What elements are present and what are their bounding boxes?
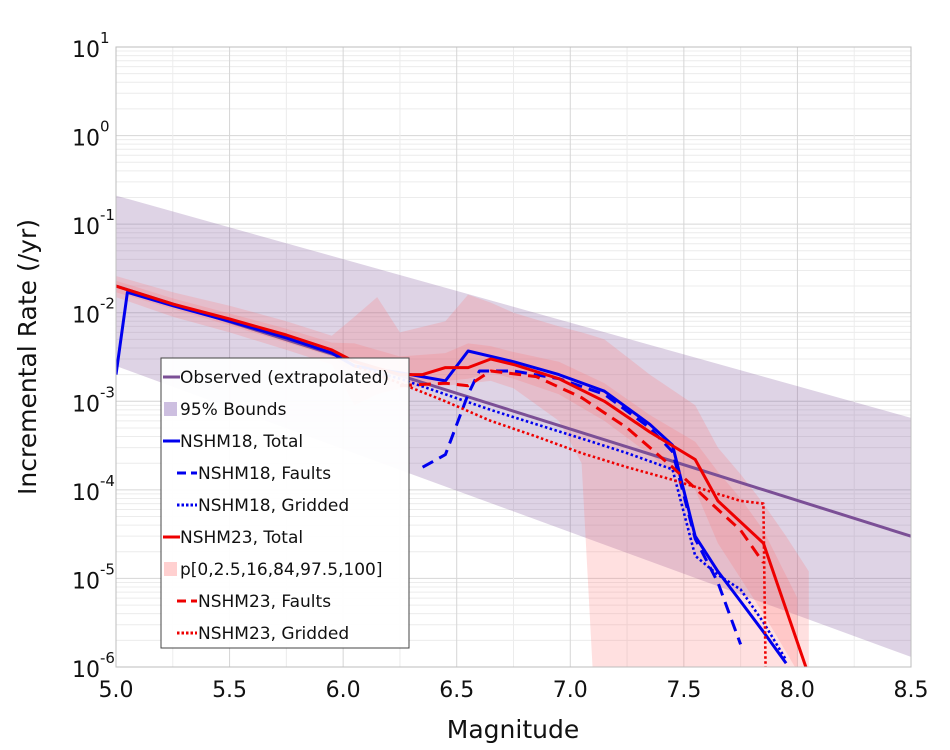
y-tick-label: 10-5	[72, 560, 115, 594]
legend-label: NSHM18, Faults	[198, 464, 331, 484]
series-nshm23-gridded	[354, 364, 767, 667]
series-nshm23-total	[116, 284, 808, 667]
y-tick-label: 10-4	[72, 472, 115, 506]
legend-swatch	[164, 562, 177, 576]
band-p-0-2-5-16-84-97-5-100-	[116, 276, 809, 667]
x-tick-labels: 5.0 5.5 6.0 6.5 7.0 7.5 8.0 8.5	[99, 678, 929, 703]
legend-box	[160, 357, 410, 649]
x-tick-label: 5.5	[212, 678, 247, 703]
legend-label: p[0,2.5,16,84,97.5,100]	[180, 560, 383, 580]
x-tick-label: 6.0	[326, 678, 361, 703]
series-nshm18-total	[116, 290, 788, 665]
x-tick-label: 6.5	[439, 678, 474, 703]
legend-label: 95% Bounds	[180, 400, 287, 420]
y-tick-label: 101	[72, 29, 110, 63]
legend-label: NSHM23, Total	[180, 528, 303, 548]
series-lines	[116, 284, 911, 667]
y-tick-label: 10-6	[72, 649, 115, 683]
band-p-inner	[116, 280, 798, 667]
band-95-bounds	[116, 195, 911, 657]
x-tick-label: 7.5	[666, 678, 701, 703]
legend-label: NSHM18, Total	[180, 432, 303, 452]
x-tick-label: 5.0	[99, 678, 134, 703]
y-tick-label: 10-2	[72, 295, 115, 329]
legend-label: NSHM23, Faults	[198, 592, 331, 612]
y-tick-label: 100	[72, 118, 110, 152]
x-tick-label: 7.0	[553, 678, 588, 703]
bands	[116, 195, 911, 667]
legend-swatch	[164, 402, 177, 416]
legend-label: NSHM23, Gridded	[198, 624, 349, 644]
series-nshm23-faults	[399, 369, 765, 564]
legend: Observed (extrapolated) 95% Bounds NSHM18,…	[160, 357, 410, 649]
x-tick-label: 8.0	[780, 678, 815, 703]
y-tick-labels: 10-6 10-5 10-4 10-3 10-2 10-1 100 101	[72, 29, 115, 683]
legend-label: Observed (extrapolated)	[180, 368, 389, 388]
y-tick-label: 10-3	[72, 383, 115, 417]
plot-frame	[115, 46, 912, 668]
y-axis-title: Incremental Rate (/yr)	[13, 219, 42, 495]
series-nshm18-gridded	[354, 364, 788, 661]
x-tick-label: 8.5	[894, 678, 929, 703]
y-tick-label: 10-1	[72, 206, 115, 240]
x-axis-title: Magnitude	[447, 715, 579, 744]
legend-label: NSHM18, Gridded	[198, 496, 349, 516]
